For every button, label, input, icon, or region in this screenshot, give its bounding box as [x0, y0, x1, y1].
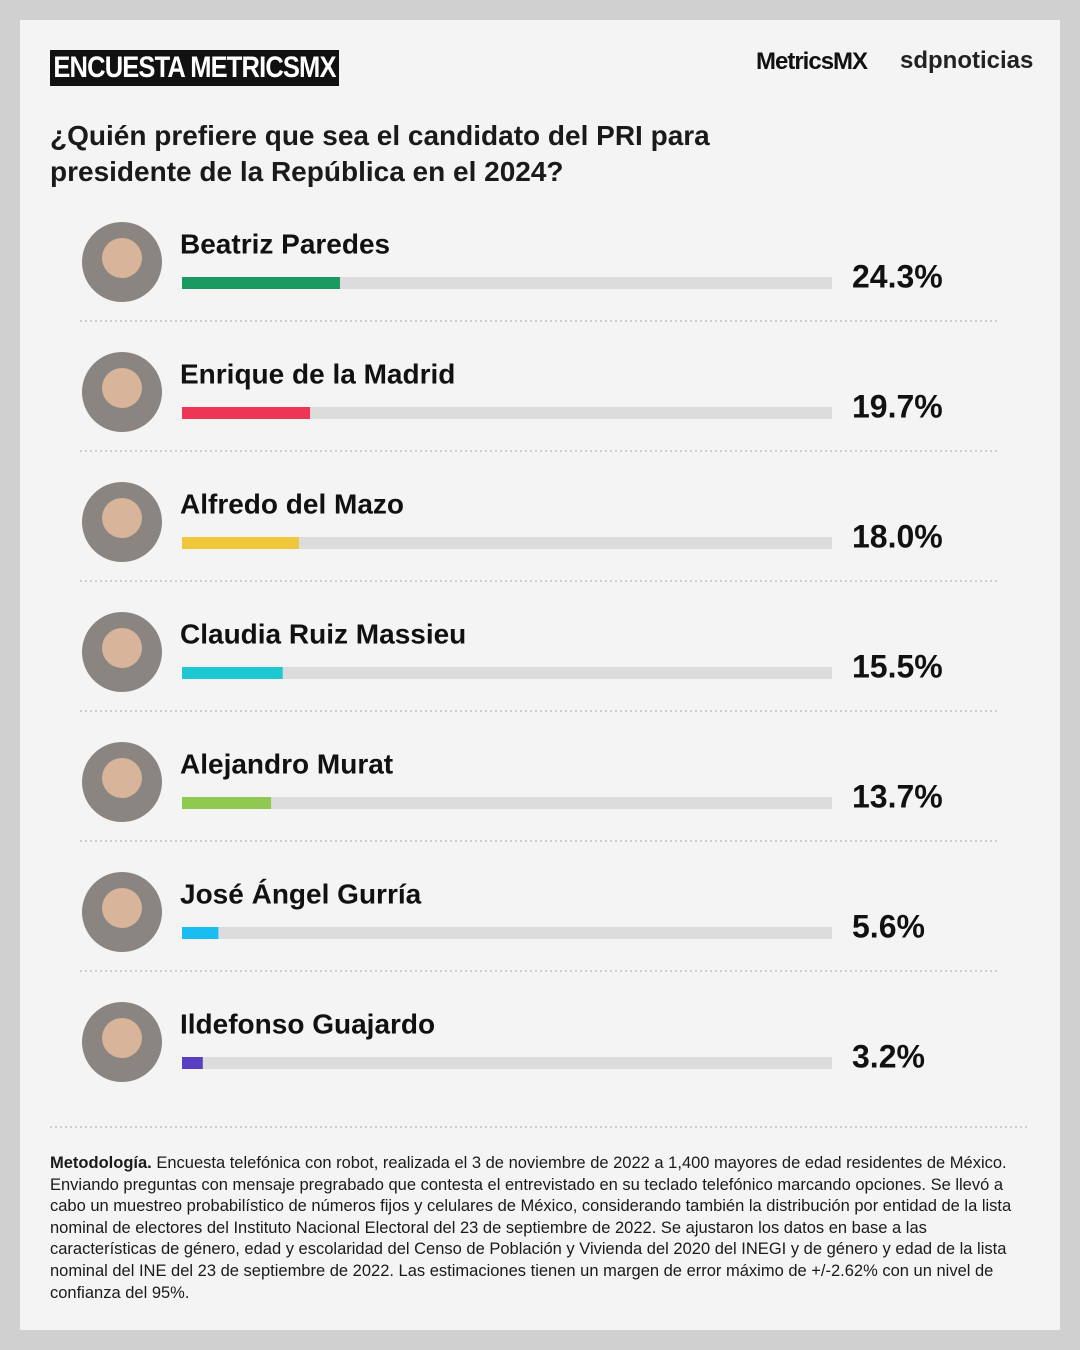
bar-track	[182, 667, 832, 679]
candidate-name: Beatriz Paredes	[180, 228, 390, 259]
value-label: 18.0%	[852, 518, 943, 554]
avatar-face	[102, 758, 142, 798]
methodology-lead: Metodología.	[50, 1154, 152, 1172]
avatar-face	[102, 1018, 142, 1058]
methodology-text: Encuesta telefónica con robot, realizada…	[50, 1154, 1012, 1302]
avatar-face	[102, 888, 142, 928]
avatar-face	[102, 498, 142, 538]
bar-track	[182, 927, 832, 939]
badge: ENCUESTA METRICSMX	[50, 50, 340, 86]
bar-track	[182, 277, 832, 289]
methodology: Metodología. Encuesta telefónica con rob…	[50, 1153, 1035, 1304]
bar	[182, 407, 311, 419]
candidate-name: Claudia Ruiz Massieu	[180, 618, 466, 649]
chart-title: ¿Quién prefiere que sea el candidato del…	[50, 120, 710, 187]
candidate-name: Alfredo del Mazo	[180, 488, 404, 519]
bar	[182, 797, 272, 809]
bar	[182, 1057, 203, 1069]
bar-track	[182, 1057, 832, 1069]
avatar-face	[102, 238, 142, 278]
candidate-name: Ildefonso Guajardo	[180, 1008, 435, 1039]
avatar-face	[102, 368, 142, 408]
bar	[182, 537, 299, 549]
value-label: 15.5%	[852, 648, 943, 684]
candidate-name: Enrique de la Madrid	[180, 358, 455, 389]
bar	[182, 667, 283, 679]
bar-track	[182, 797, 832, 809]
value-label: 3.2%	[852, 1038, 925, 1074]
bar-track	[182, 407, 832, 419]
bar	[182, 927, 219, 939]
value-label: 24.3%	[852, 258, 943, 294]
bar	[182, 277, 340, 289]
value-label: 13.7%	[852, 778, 943, 814]
candidate-name: Alejandro Murat	[180, 748, 393, 779]
logo: MetricsMX	[756, 48, 868, 75]
logo: sdpnoticias	[900, 47, 1034, 74]
bar-track	[182, 537, 832, 549]
avatar-face	[102, 628, 142, 668]
candidate-name: José Ángel Gurría	[180, 878, 422, 909]
value-label: 5.6%	[852, 908, 925, 944]
value-label: 19.7%	[852, 388, 943, 424]
